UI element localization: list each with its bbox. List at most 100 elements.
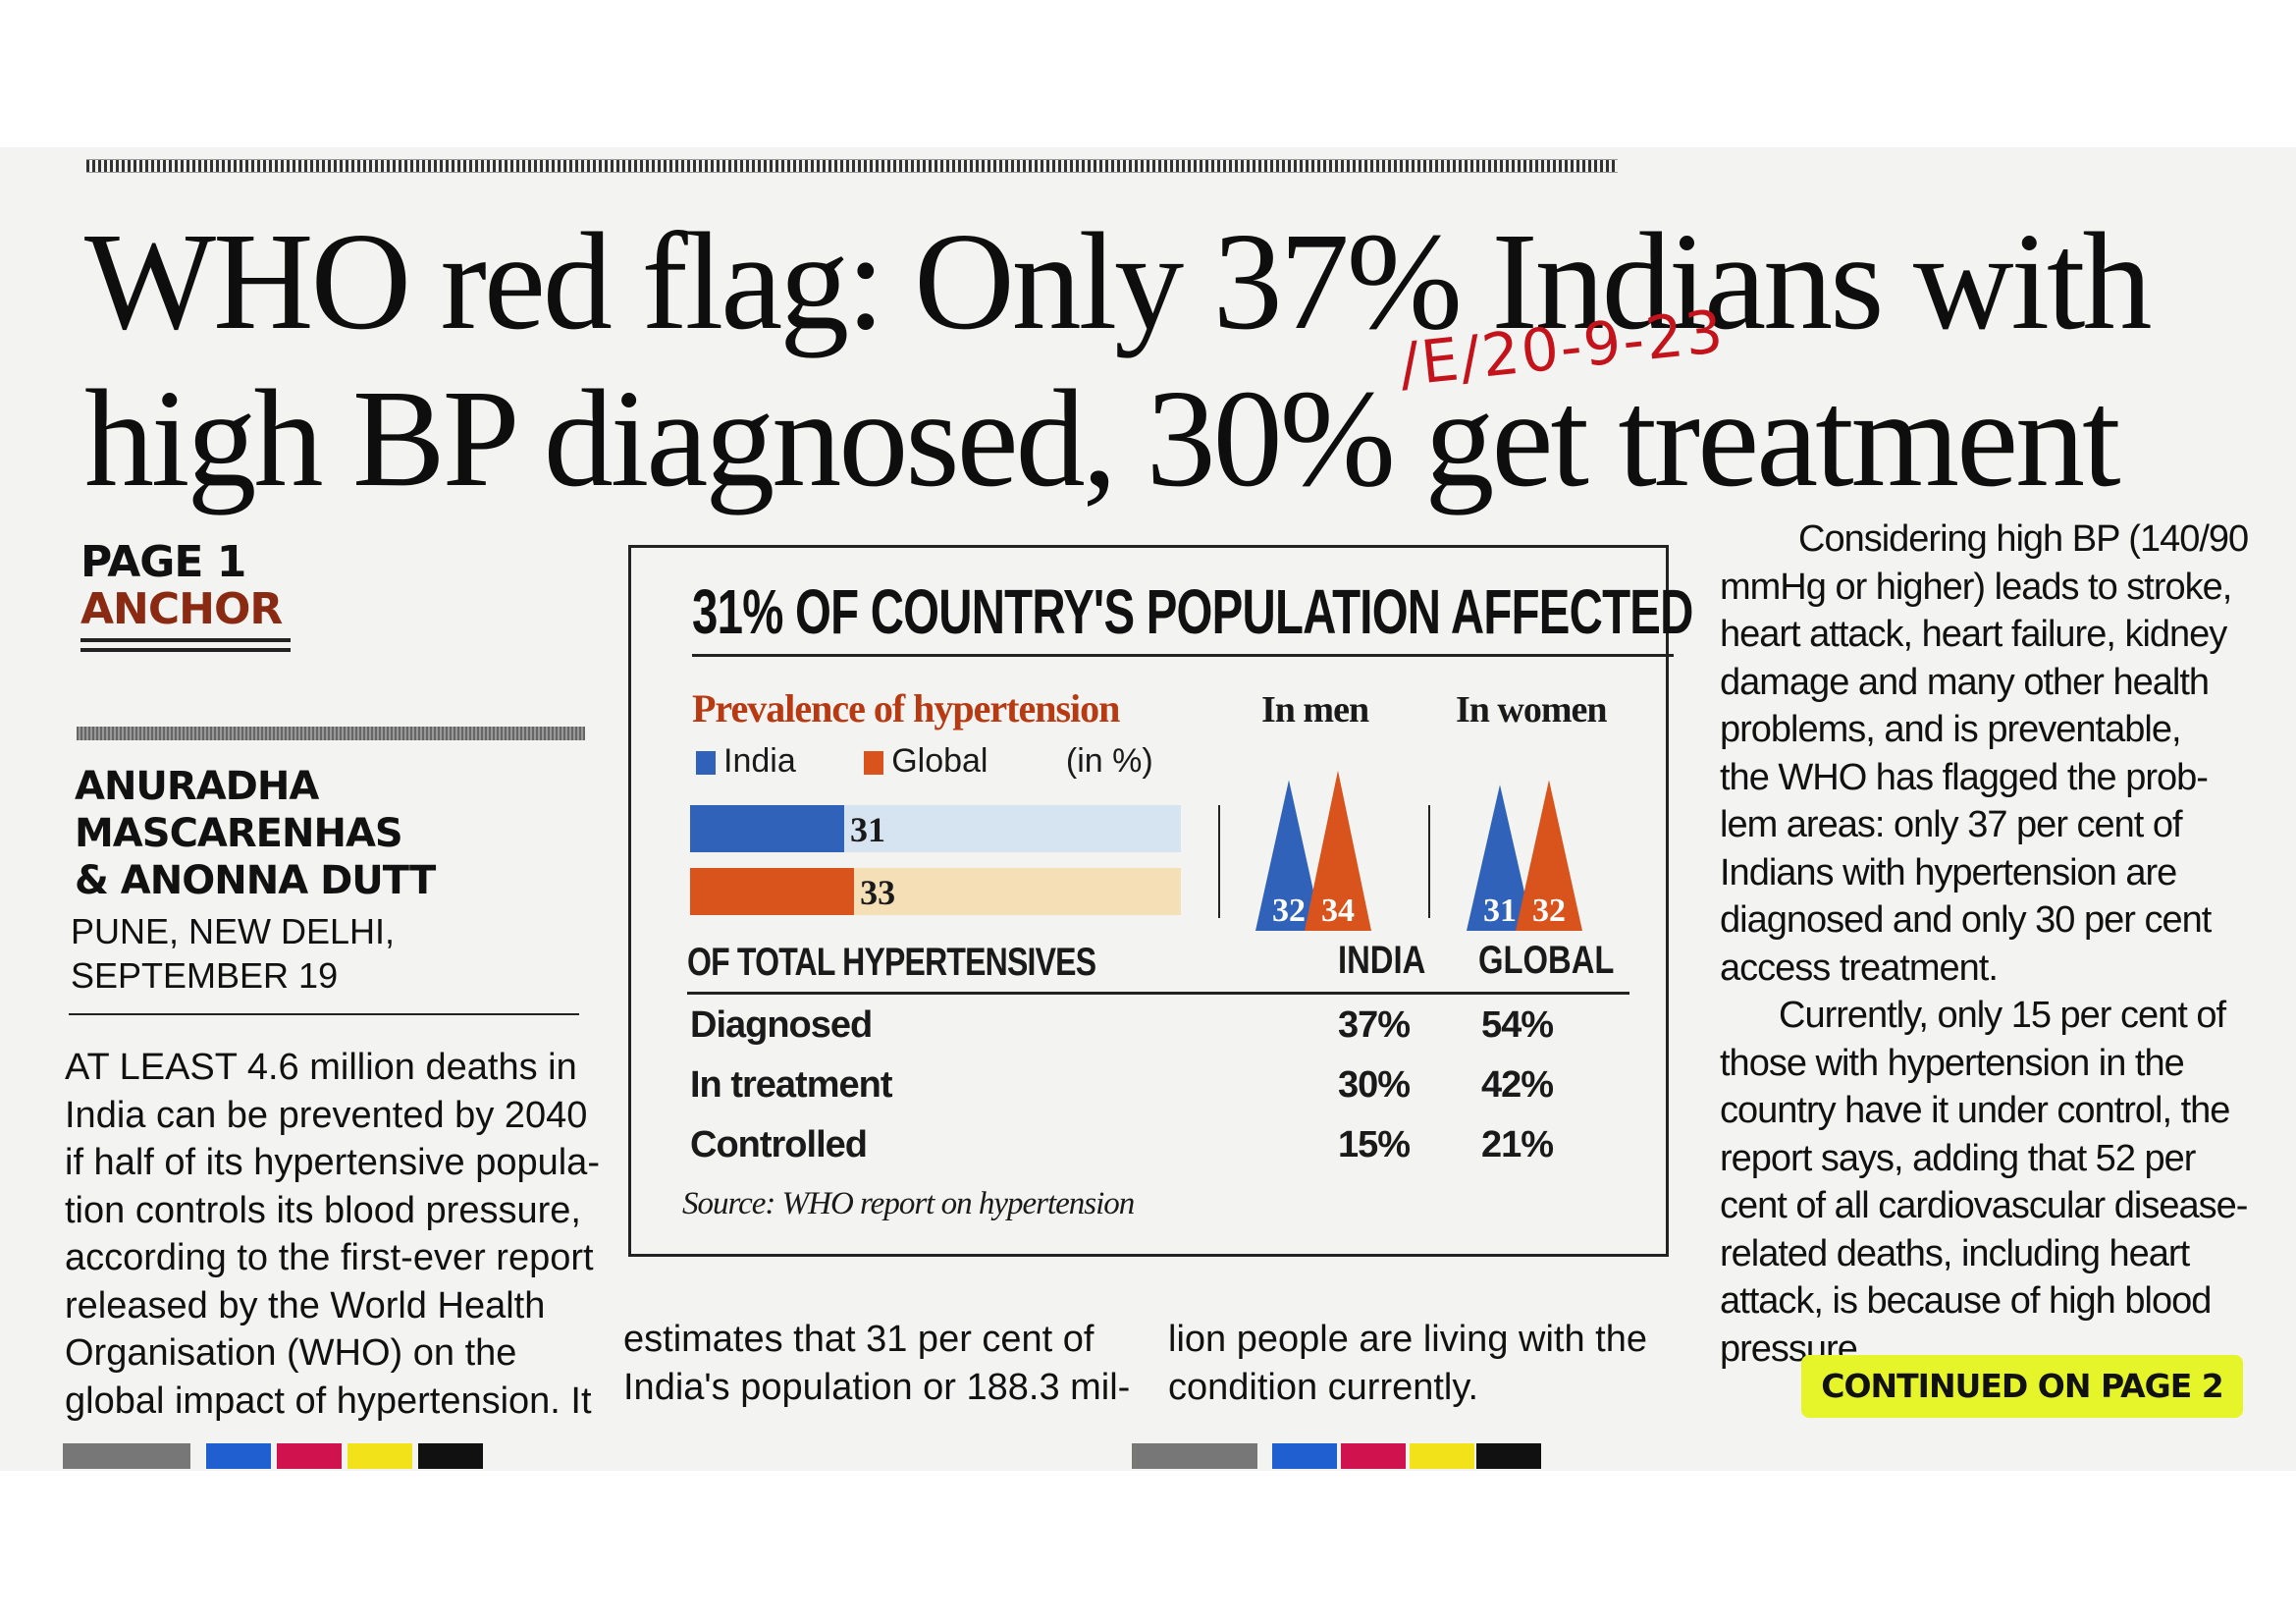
text-line: Organisation (WHO) on the [65, 1332, 517, 1374]
table-row: Diagnosed 37% 54% [690, 1004, 1632, 1056]
table-row: Controlled 15% 21% [690, 1124, 1632, 1175]
text-line: access treatment. [1720, 947, 1999, 989]
group-divider [1428, 805, 1430, 918]
continued-on-page-label: CONTINUED ON PAGE 2 [1801, 1355, 2243, 1418]
legend-swatch-global [864, 751, 884, 776]
cone-in-women-india [1467, 785, 1533, 931]
anchor-rule [80, 648, 291, 652]
text-line: India can be prevented by 2040 [65, 1094, 588, 1136]
text-line: mmHg or higher) leads to stroke, [1720, 566, 2232, 608]
cone-value-label: 31 [1483, 893, 1517, 929]
table-rule [687, 992, 1629, 995]
cell-india: 15% [1338, 1124, 1411, 1165]
group-divider [1218, 805, 1220, 918]
bar-label-india: 31 [850, 810, 885, 849]
infographic-box: 31% OF COUNTRY'S POPULATION AFFECTED Pre… [628, 545, 1693, 1257]
dateline-line-1: PUNE, NEW DELHI, [71, 911, 396, 951]
byline-line-3: & ANONNA DUTT [75, 858, 436, 903]
cone-in-men-global [1305, 770, 1371, 931]
text-line: problems, and is preventable, [1720, 709, 2182, 750]
cone-in-women-global [1516, 780, 1582, 931]
cell-india: 37% [1338, 1004, 1411, 1046]
text-line: those with hypertension in the [1720, 1042, 2185, 1084]
infographic-title: 31% OF COUNTRY'S POPULATION AFFECTED [692, 576, 1693, 647]
section-divider [77, 727, 585, 740]
text-line: global impact of hypertension. It [65, 1380, 592, 1422]
text-line: the WHO has flagged the prob- [1720, 756, 2209, 798]
registration-gray [1132, 1443, 1257, 1469]
text-line: Currently, only 15 per cent of [1779, 995, 2226, 1036]
registration-magenta [1341, 1443, 1406, 1469]
top-dotted-rule [86, 159, 1618, 173]
text-line: Indians with hypertension are [1720, 851, 2177, 893]
article-column-1: AT LEAST 4.6 million deaths in India can… [65, 1044, 600, 1425]
article-column-2: estimates that 31 per cent of India's po… [623, 1316, 1130, 1411]
cone-in-men-india [1255, 780, 1322, 931]
bar-global [690, 868, 855, 915]
legend-label-global: Global [891, 742, 988, 780]
text-line: damage and many other health [1720, 661, 2210, 703]
text-line: heart attack, heart failure, kidney [1720, 614, 2227, 655]
registration-magenta [277, 1443, 342, 1469]
table-header-global: GLOBAL [1478, 939, 1615, 982]
text-line: diagnosed and only 30 per cent [1720, 899, 2212, 941]
text-line: related deaths, including heart [1720, 1232, 2190, 1274]
text-line: India's population or 188.3 mil- [623, 1366, 1131, 1408]
article-column-4: Considering high BP (140/90 mmHg or high… [1720, 515, 2249, 1373]
text-line: lem areas: only 37 per cent of [1720, 804, 2183, 845]
text-line: if half of its hypertensive popula- [65, 1142, 600, 1183]
legend: India Global (in %) [696, 742, 1153, 781]
text-line: condition currently. [1168, 1366, 1479, 1408]
text-line: tion controls its blood pressure, [65, 1189, 581, 1231]
registration-black [418, 1443, 483, 1469]
text-line: report says, adding that 52 per [1720, 1137, 2196, 1179]
text-line: released by the World Health [65, 1284, 546, 1326]
text-line: Considering high BP (140/90 [1798, 518, 2249, 560]
article-column-3: lion people are living with the conditio… [1168, 1316, 1647, 1411]
table-row: In treatment 30% 42% [690, 1064, 1632, 1115]
text-line: lion people are living with the [1168, 1319, 1647, 1360]
byline-rule [69, 1013, 579, 1015]
cone-value-label: 32 [1272, 893, 1306, 929]
text-line: cent of all cardiovascular disease- [1720, 1185, 2248, 1226]
headline-line-1: WHO red flag: Only 37% Indians with [84, 203, 2152, 358]
row-label: In treatment [690, 1064, 892, 1106]
byline-line-2: MASCARENHAS [75, 811, 403, 856]
registration-cyan [1272, 1443, 1337, 1469]
cone-value-label: 34 [1321, 893, 1355, 929]
legend-label-india: India [723, 742, 796, 780]
legend-swatch-india [696, 751, 716, 776]
cell-global: 21% [1481, 1124, 1554, 1165]
section-label-anchor: ANCHOR [80, 584, 283, 634]
bar-india [690, 805, 844, 852]
unit-label: (in %) [1065, 742, 1153, 780]
cell-india: 30% [1338, 1064, 1411, 1106]
table-header-india: INDIA [1338, 939, 1426, 982]
registration-black [1476, 1443, 1541, 1469]
text-line: country have it under control, the [1720, 1090, 2230, 1131]
registration-gray [63, 1443, 190, 1469]
registration-yellow [1410, 1443, 1474, 1469]
cell-global: 54% [1481, 1004, 1554, 1046]
table-title: OF TOTAL HYPERTENSIVES [687, 941, 1096, 984]
text-line: attack, is because of high blood [1720, 1280, 2212, 1322]
headline-line-2: high BP diagnosed, 30% get treatment [84, 360, 2121, 515]
prevalence-bars: 31 33 [690, 805, 1181, 933]
byline-line-1: ANURADHA [75, 764, 319, 809]
bar-label-global: 33 [860, 873, 896, 912]
registration-yellow [347, 1443, 412, 1469]
cone-value-label: 32 [1532, 893, 1566, 929]
section-label-page: PAGE 1 [80, 537, 246, 587]
text-line: according to the first-ever report [65, 1237, 594, 1278]
gender-prevalence-chart: 32 34 31 32 [1255, 770, 1582, 931]
row-label: Diagnosed [690, 1004, 873, 1046]
dateline-line-2: SEPTEMBER 19 [71, 955, 339, 996]
group-label-men: In men [1261, 689, 1369, 731]
text-line: AT LEAST 4.6 million deaths in [65, 1047, 577, 1088]
text-line: estimates that 31 per cent of [623, 1319, 1095, 1360]
prevalence-title: Prevalence of hypertension [692, 686, 1120, 731]
cell-global: 42% [1481, 1064, 1554, 1106]
row-label: Controlled [690, 1124, 868, 1165]
registration-cyan [206, 1443, 271, 1469]
anchor-rule [80, 638, 291, 642]
